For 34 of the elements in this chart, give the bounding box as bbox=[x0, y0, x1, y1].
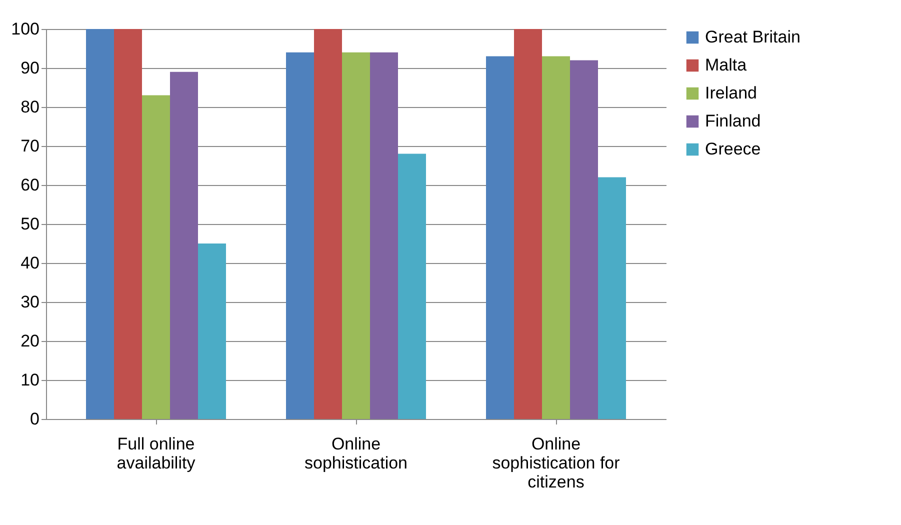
bar bbox=[170, 72, 198, 419]
y-tick-label: 30 bbox=[20, 292, 40, 312]
y-tick-label: 0 bbox=[30, 410, 40, 428]
bar bbox=[370, 52, 398, 419]
y-tick-label: 70 bbox=[20, 136, 40, 156]
bar bbox=[598, 177, 626, 419]
y-tick-label: 20 bbox=[20, 332, 40, 350]
y-tick-label: 90 bbox=[20, 58, 40, 78]
y-tick-label: 40 bbox=[20, 254, 40, 272]
legend-label: Finland bbox=[705, 112, 761, 130]
bar bbox=[142, 95, 170, 419]
bar bbox=[486, 56, 514, 419]
bar bbox=[514, 29, 542, 419]
legend-label: Ireland bbox=[705, 84, 757, 102]
bar bbox=[570, 60, 598, 419]
y-tick-label: 50 bbox=[20, 214, 40, 234]
y-tick-label: 100 bbox=[11, 20, 40, 38]
bar bbox=[198, 244, 226, 419]
legend-label: Greece bbox=[705, 140, 761, 158]
bar bbox=[542, 56, 570, 419]
bar bbox=[286, 52, 314, 419]
x-tick-label: Full online availability bbox=[116, 434, 196, 472]
y-tick-label: 10 bbox=[20, 370, 40, 390]
y-tick-label: 80 bbox=[20, 98, 40, 116]
bar bbox=[342, 52, 370, 419]
bar bbox=[398, 154, 426, 419]
bar bbox=[86, 29, 114, 419]
x-tick-label: Online sophistication bbox=[304, 434, 408, 472]
bar bbox=[114, 29, 142, 419]
x-tick-label: Online sophistication for citizens bbox=[492, 434, 620, 492]
legend-label: Great Britain bbox=[705, 28, 800, 46]
legend-label: Malta bbox=[705, 56, 748, 74]
y-tick-label: 60 bbox=[20, 176, 40, 194]
bar bbox=[314, 29, 342, 419]
